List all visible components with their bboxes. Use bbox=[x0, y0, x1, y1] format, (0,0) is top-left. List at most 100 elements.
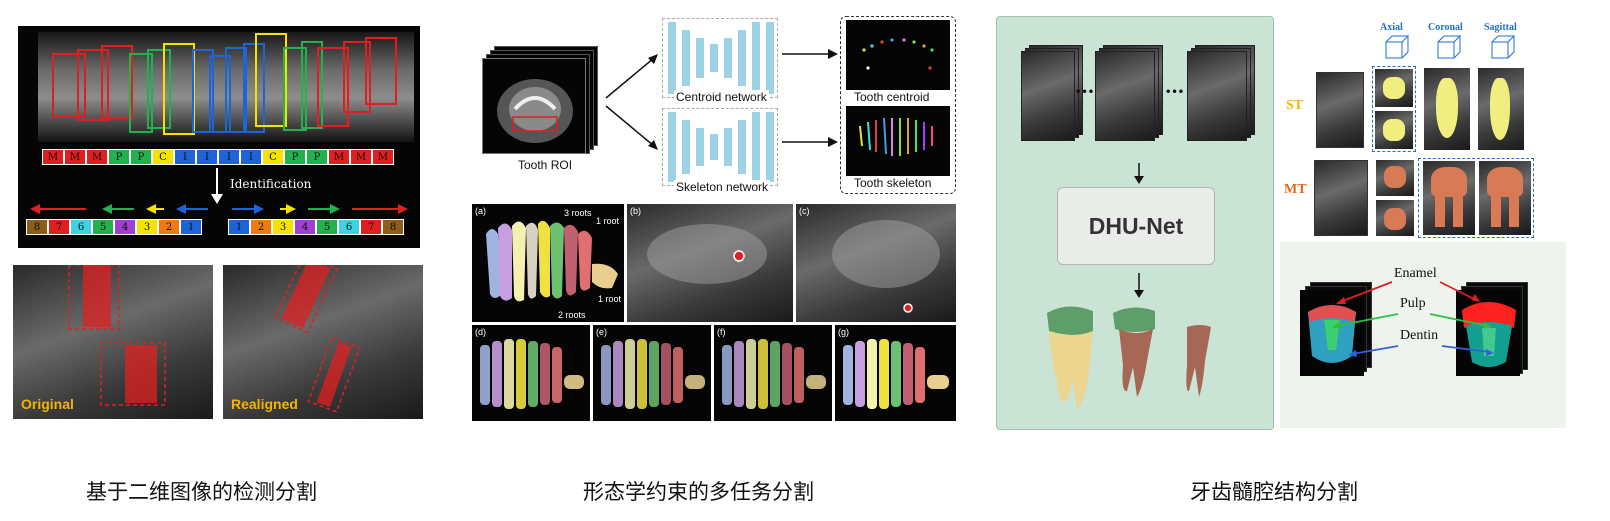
realigned-bbox-overlay bbox=[273, 265, 361, 413]
annotation-two-roots: 2 roots bbox=[558, 310, 586, 320]
subfigure-b-label: (b) bbox=[630, 206, 641, 216]
caption-2d-detection: 基于二维图像的检测分割 bbox=[86, 480, 317, 504]
realigned-label: Realigned bbox=[231, 396, 298, 412]
tooth-number-cell: 1 bbox=[228, 219, 250, 235]
tooth-type-cell: I bbox=[174, 149, 196, 165]
tooth-type-cell: P bbox=[108, 149, 130, 165]
network-to-output-arrow bbox=[1134, 273, 1144, 298]
tooth-type-cell: C bbox=[152, 149, 174, 165]
tooth-type-cell: I bbox=[196, 149, 218, 165]
structure-volume-left bbox=[1300, 282, 1372, 376]
structure-volume-right bbox=[1456, 282, 1528, 376]
tooth-number-cell: 3 bbox=[136, 219, 158, 235]
subfigure-e-label: (e) bbox=[596, 327, 607, 337]
view-label-sagittal: Sagittal bbox=[1484, 22, 1517, 33]
tooth-type-cell: P bbox=[306, 149, 328, 165]
tooth-skeleton-image bbox=[846, 106, 950, 176]
view-label-axial: Axial bbox=[1380, 22, 1403, 33]
ellipsis-2: ••• bbox=[1165, 87, 1185, 98]
segmented-teeth-3d bbox=[1047, 306, 1211, 409]
panel-multitask: Tooth ROI Centroid network Skeleton netw… bbox=[470, 10, 960, 422]
caption-multitask: 形态学约束的多任务分割 bbox=[583, 480, 814, 504]
direction-arrows bbox=[30, 204, 408, 214]
subfigure-c-label: (c) bbox=[799, 206, 810, 216]
input-slice-stack-3 bbox=[1187, 45, 1255, 141]
roi-to-network-arrows bbox=[605, 54, 658, 150]
subfigure-c: (c) bbox=[796, 204, 956, 322]
subfigure-d-label: (d) bbox=[475, 327, 486, 337]
dhu-net-label: DHU-Net bbox=[1088, 212, 1184, 239]
st-sagittal-view bbox=[1478, 68, 1524, 150]
panoramic-detection-overlay bbox=[38, 32, 414, 142]
tooth-type-cell: M bbox=[64, 149, 86, 165]
subfigure-f: (f) bbox=[714, 325, 832, 421]
panel-pulp-cavity: ••• ••• DHU-Net bbox=[996, 16, 1274, 430]
tooth-type-strip: M M M P P C I I I I C P P M M M bbox=[42, 149, 397, 165]
tooth-centroid-label: Tooth centroid bbox=[854, 90, 930, 104]
caption-pulp-cavity: 牙齿髓腔结构分割 bbox=[1190, 480, 1358, 504]
tooth-number-cell: 5 bbox=[316, 219, 338, 235]
tooth-number-cell: 8 bbox=[382, 219, 404, 235]
dhu-net-block: DHU-Net bbox=[1057, 187, 1215, 265]
tooth-number-cell: 4 bbox=[114, 219, 136, 235]
input-slice-stack-1 bbox=[1021, 45, 1083, 141]
subfigure-a-label: (a) bbox=[475, 206, 486, 216]
original-label: Original bbox=[21, 396, 74, 412]
ct-stack bbox=[482, 46, 604, 156]
tooth-type-cell: M bbox=[372, 149, 394, 165]
tooth-type-cell: M bbox=[328, 149, 350, 165]
tooth-type-cell: C bbox=[262, 149, 284, 165]
identification-label: Identification bbox=[230, 177, 312, 191]
tooth-number-cell: 6 bbox=[338, 219, 360, 235]
annotation-three-roots: 3 roots bbox=[564, 208, 592, 218]
tooth-skeleton-label: Tooth skeleton bbox=[854, 176, 932, 190]
mt-axial-box bbox=[1374, 158, 1416, 238]
tooth-number-cell: 4 bbox=[294, 219, 316, 235]
panel-structure-labels: Enamel Pulp Dentin bbox=[1280, 242, 1566, 428]
original-bbox-overlay bbox=[68, 265, 166, 406]
tooth-type-cell: P bbox=[130, 149, 152, 165]
pulp-label: Pulp bbox=[1400, 296, 1426, 311]
slices-to-network-arrow bbox=[1134, 163, 1144, 184]
st-coronal-view bbox=[1424, 68, 1470, 150]
tooth-number-cell: 3 bbox=[272, 219, 294, 235]
panel-view-grid: Axial Coronal Sagittal ST MT bbox=[1280, 16, 1566, 240]
tooth-type-cell: M bbox=[350, 149, 372, 165]
tooth-number-cell: 8 bbox=[26, 219, 48, 235]
tooth-roi-label: Tooth ROI bbox=[518, 158, 573, 172]
enamel-label: Enamel bbox=[1394, 266, 1437, 281]
panel-2d-detection: M M M P P C I I I I C P P M M M Identifi… bbox=[18, 26, 420, 248]
centroid-network-label: Centroid network bbox=[674, 90, 769, 104]
tooth-number-strip-left: 8 7 6 5 4 3 2 1 bbox=[26, 219, 202, 235]
centroid-network bbox=[662, 18, 778, 98]
skeleton-network-label: Skeleton network bbox=[674, 180, 771, 194]
tooth-number-cell: 1 bbox=[180, 219, 202, 235]
original-xray-image: Original bbox=[13, 265, 213, 419]
subfigure-f-label: (f) bbox=[717, 327, 726, 337]
tooth-number-strip-right: 1 2 3 4 5 6 7 8 bbox=[228, 219, 404, 235]
mt-views-box bbox=[1418, 158, 1534, 238]
view-label-coronal: Coronal bbox=[1428, 22, 1463, 33]
skeleton-network bbox=[662, 108, 778, 186]
tooth-number-cell: 7 bbox=[48, 219, 70, 235]
tooth-number-cell: 2 bbox=[158, 219, 180, 235]
tooth-number-cell: 6 bbox=[70, 219, 92, 235]
annotation-one-root-bottom: 1 root bbox=[598, 294, 622, 304]
tooth-number-cell: 7 bbox=[360, 219, 382, 235]
tooth-type-cell: M bbox=[86, 149, 108, 165]
network-to-output-arrows bbox=[782, 49, 838, 147]
outputs-box bbox=[840, 16, 956, 194]
ellipsis-1: ••• bbox=[1075, 87, 1095, 98]
input-slice-stack-2 bbox=[1095, 45, 1163, 141]
realigned-xray-image: Realigned bbox=[223, 265, 423, 419]
subfigure-d: (d) bbox=[472, 325, 590, 421]
tooth-number-cell: 2 bbox=[250, 219, 272, 235]
tooth-centroid-image bbox=[846, 20, 950, 90]
tooth-type-cell: I bbox=[218, 149, 240, 165]
subfigure-b: (b) bbox=[627, 204, 793, 322]
ct-slice bbox=[482, 58, 586, 154]
tooth-type-cell: M bbox=[42, 149, 64, 165]
structure-pointer-lines bbox=[1332, 281, 1494, 357]
subfigure-a: (a) 3 roots 1 root 2 roots 1 root bbox=[472, 204, 624, 322]
tooth-type-cell: P bbox=[284, 149, 306, 165]
